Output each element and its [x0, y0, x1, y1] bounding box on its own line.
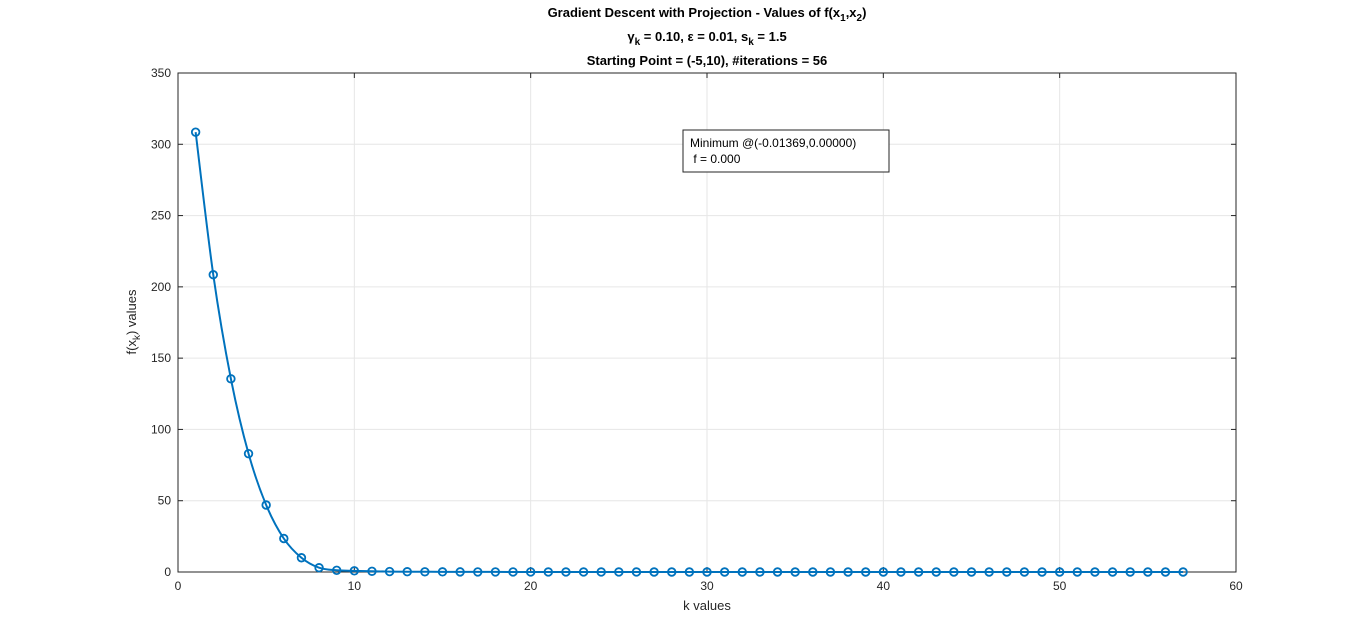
y-axis-label: f(xk) values: [124, 289, 143, 354]
data-point-marker: [614, 567, 624, 577]
data-point-marker: [596, 567, 606, 577]
data-point-marker: [332, 565, 342, 575]
data-point-marker: [349, 566, 360, 576]
y-tick-label: 150: [151, 351, 171, 365]
data-point-marker: [243, 448, 254, 459]
y-tick-label: 250: [151, 209, 171, 223]
data-point-marker: [384, 566, 395, 577]
data-point-marker: [808, 567, 818, 577]
data-point-marker: [913, 567, 924, 577]
data-point-marker: [896, 567, 906, 577]
data-point-marker: [561, 567, 571, 577]
y-tick-label: 0: [164, 565, 171, 579]
data-point-marker: [949, 567, 959, 577]
data-point-marker: [1178, 567, 1188, 577]
data-point-marker: [790, 567, 800, 577]
annotation-line-1: Minimum @(-0.01369,0.00000): [690, 136, 856, 150]
data-point-marker: [631, 567, 642, 577]
data-point-marker: [861, 567, 871, 577]
data-point-marker: [966, 567, 977, 577]
data-point-marker: [755, 567, 765, 577]
data-point-marker: [1002, 567, 1012, 577]
data-point-marker: [226, 374, 236, 384]
data-point-marker: [296, 553, 307, 563]
data-point-marker: [279, 533, 289, 544]
data-point-marker: [667, 567, 677, 577]
data-point-marker: [1107, 567, 1118, 577]
data-point-marker: [1054, 567, 1065, 577]
data-point-marker: [931, 567, 941, 577]
data-point-marker: [1090, 567, 1100, 577]
data-point-marker: [190, 127, 201, 137]
minimum-annotation: Minimum @(-0.01369,0.00000) f = 0.000: [682, 129, 890, 173]
y-tick-label: 350: [151, 66, 171, 80]
data-point-marker: [314, 563, 324, 573]
data-point-marker: [1037, 567, 1047, 577]
series-curve: [194, 132, 1184, 573]
data-point-marker: [508, 567, 518, 577]
annotation-box: [682, 129, 890, 173]
annotation-line-2: f = 0.000: [690, 152, 741, 166]
data-point-marker: [843, 567, 853, 577]
x-tick-label: 60: [1229, 579, 1243, 593]
x-tick-label: 30: [700, 579, 714, 593]
data-point-marker: [473, 567, 483, 577]
tick-labels: 0 10 20 30 40 50 60 0 50 100 150 200 250 300 350: [151, 66, 1243, 593]
data-point-marker: [490, 567, 501, 577]
data-point-marker: [455, 567, 465, 577]
x-tick-label: 50: [1053, 579, 1067, 593]
data-point-marker: [208, 270, 218, 280]
data-point-marker: [684, 567, 695, 577]
data-point-marker: [525, 567, 536, 577]
data-point-marker: [543, 567, 553, 577]
x-tick-label: 20: [524, 579, 538, 593]
chart-title-line-1: Gradient Descent with Projection - Value…: [548, 5, 867, 24]
data-point-marker: [1019, 567, 1030, 577]
data-point-marker: [719, 567, 730, 577]
x-axis-label: k values: [683, 598, 731, 613]
data-point-marker: [367, 566, 377, 576]
y-tick-label: 50: [158, 494, 172, 508]
data-point-marker: [825, 567, 836, 577]
data-point-marker: [402, 567, 412, 577]
chart-title-line-3: Starting Point = (-5,10), #iterations = …: [587, 53, 828, 68]
data-point-marker: [1160, 567, 1171, 577]
y-tick-label: 300: [151, 137, 171, 151]
x-tick-label: 0: [175, 579, 182, 593]
data-point-marker: [702, 567, 712, 577]
data-point-marker: [772, 567, 783, 577]
data-point-marker: [649, 567, 659, 577]
x-tick-label: 10: [348, 579, 362, 593]
data-point-marker: [1143, 567, 1153, 577]
data-point-marker: [261, 500, 271, 510]
data-point-marker: [1125, 567, 1135, 577]
data-point-marker: [437, 567, 448, 577]
series-line: [190, 127, 1188, 577]
data-point-marker: [984, 567, 994, 577]
data-point-marker: [737, 567, 747, 577]
data-point-marker: [878, 567, 889, 577]
data-point-marker: [578, 567, 589, 577]
y-tick-label: 100: [151, 422, 171, 436]
y-tick-label: 200: [151, 280, 171, 294]
x-tick-label: 40: [877, 579, 891, 593]
data-point-marker: [420, 567, 430, 577]
data-point-marker: [1072, 567, 1082, 577]
chart-title-line-2: γk = 0.10, ε = 0.01, sk = 1.5: [627, 29, 786, 48]
